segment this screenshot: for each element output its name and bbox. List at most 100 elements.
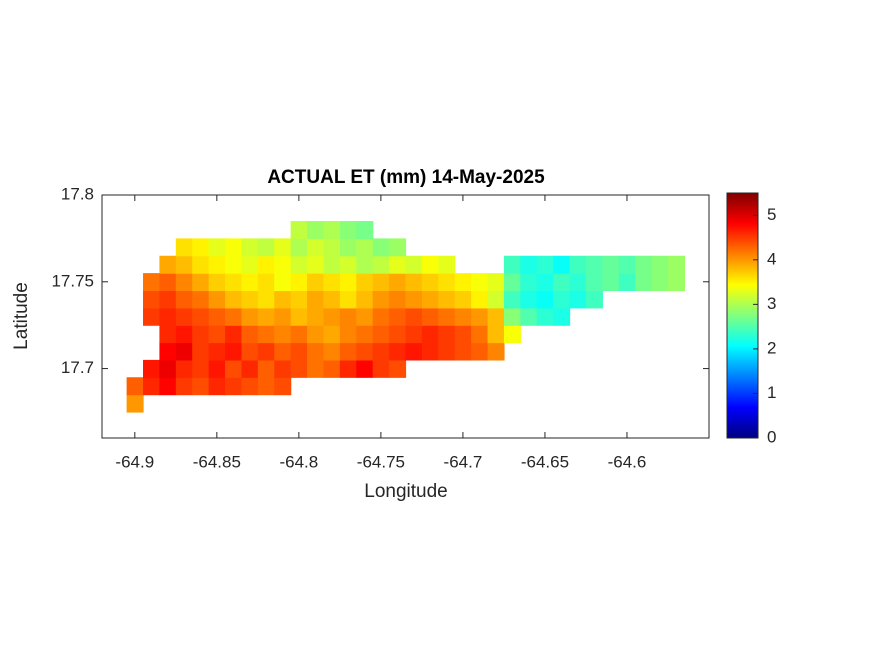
cell bbox=[257, 359, 275, 378]
cell bbox=[421, 307, 439, 326]
cell bbox=[454, 273, 472, 292]
cell bbox=[175, 238, 193, 257]
cell bbox=[454, 342, 472, 361]
cell bbox=[372, 273, 390, 292]
cell bbox=[553, 290, 571, 309]
cell bbox=[389, 238, 407, 257]
axes: -64.9 -64.85 -64.8 -64.75 -64.7 -64.65 -64.6 17… bbox=[51, 184, 710, 471]
cell bbox=[192, 290, 210, 309]
cell bbox=[438, 273, 456, 292]
cell bbox=[290, 255, 308, 274]
colorbar-tick-label: 3 bbox=[767, 294, 776, 313]
x-tick-label: -64.7 bbox=[444, 452, 483, 471]
cell bbox=[307, 290, 325, 309]
cell bbox=[339, 325, 357, 344]
cell bbox=[356, 342, 374, 361]
cell bbox=[257, 290, 275, 309]
cell bbox=[143, 359, 161, 378]
cell bbox=[241, 325, 259, 344]
x-tick-label: -64.85 bbox=[193, 452, 241, 471]
cell bbox=[339, 342, 357, 361]
cell bbox=[372, 238, 390, 257]
cell bbox=[372, 307, 390, 326]
cell bbox=[553, 273, 571, 292]
cell bbox=[618, 273, 636, 292]
cell bbox=[323, 342, 341, 361]
cell bbox=[536, 290, 554, 309]
cell bbox=[208, 255, 226, 274]
cell bbox=[356, 255, 374, 274]
cell bbox=[323, 325, 341, 344]
cell bbox=[192, 238, 210, 257]
cell bbox=[323, 221, 341, 239]
cell bbox=[175, 342, 193, 361]
cell bbox=[405, 273, 423, 292]
cell bbox=[126, 377, 144, 396]
cell bbox=[536, 307, 554, 326]
cell bbox=[225, 307, 243, 326]
cell bbox=[438, 325, 456, 344]
cell bbox=[651, 273, 669, 292]
cell bbox=[290, 273, 308, 292]
cell bbox=[356, 325, 374, 344]
heatmap bbox=[126, 221, 685, 413]
cell bbox=[307, 273, 325, 292]
cell bbox=[667, 255, 685, 274]
cell bbox=[389, 290, 407, 309]
cell bbox=[503, 307, 521, 326]
cell bbox=[208, 273, 226, 292]
cell bbox=[159, 377, 177, 396]
cell bbox=[487, 273, 505, 292]
cell bbox=[421, 325, 439, 344]
cell bbox=[143, 307, 161, 326]
cell bbox=[241, 273, 259, 292]
cell bbox=[192, 342, 210, 361]
cell bbox=[389, 273, 407, 292]
cell bbox=[192, 307, 210, 326]
cell bbox=[307, 342, 325, 361]
cell bbox=[257, 377, 275, 396]
cell bbox=[405, 342, 423, 361]
cell bbox=[503, 290, 521, 309]
cell bbox=[421, 290, 439, 309]
cell bbox=[143, 273, 161, 292]
cell bbox=[356, 238, 374, 257]
cell bbox=[274, 238, 292, 257]
cell bbox=[208, 377, 226, 396]
cell bbox=[274, 307, 292, 326]
x-tick-label: -64.9 bbox=[115, 452, 154, 471]
cell bbox=[372, 359, 390, 378]
cell bbox=[487, 325, 505, 344]
cell bbox=[339, 221, 357, 239]
cell bbox=[569, 290, 587, 309]
cell bbox=[405, 290, 423, 309]
cell bbox=[274, 359, 292, 378]
cell bbox=[159, 307, 177, 326]
cell bbox=[241, 290, 259, 309]
cell bbox=[290, 325, 308, 344]
cell bbox=[290, 238, 308, 257]
cell bbox=[241, 377, 259, 396]
cell bbox=[405, 325, 423, 344]
cell bbox=[208, 325, 226, 344]
y-axis-label: Latitude bbox=[11, 282, 32, 350]
cell bbox=[471, 325, 489, 344]
cell bbox=[356, 290, 374, 309]
cell bbox=[274, 273, 292, 292]
cell bbox=[389, 342, 407, 361]
cell bbox=[274, 342, 292, 361]
cell bbox=[225, 290, 243, 309]
cell bbox=[372, 325, 390, 344]
cell bbox=[569, 273, 587, 292]
cell bbox=[257, 307, 275, 326]
cell bbox=[585, 255, 603, 274]
cell bbox=[438, 255, 456, 274]
cell bbox=[389, 255, 407, 274]
cell bbox=[520, 307, 538, 326]
cell bbox=[471, 290, 489, 309]
cell bbox=[241, 307, 259, 326]
cell bbox=[175, 377, 193, 396]
cell bbox=[175, 273, 193, 292]
cell bbox=[569, 255, 587, 274]
cell bbox=[438, 307, 456, 326]
